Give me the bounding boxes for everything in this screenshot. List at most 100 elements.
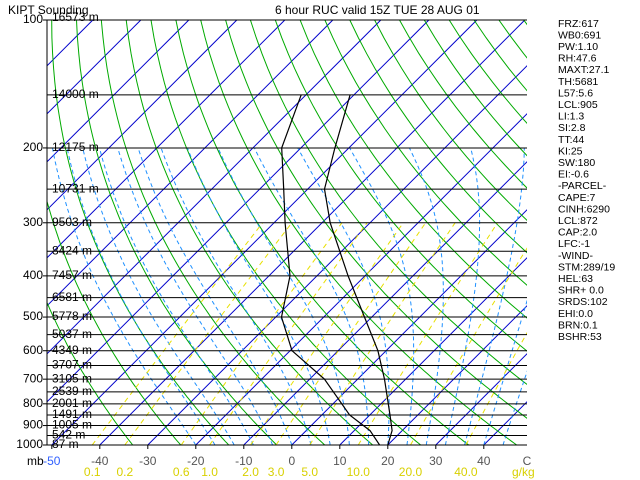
- stat-line: LCL:905: [558, 99, 598, 111]
- x-tick-label: -10: [235, 454, 253, 468]
- isotherm: [47, 20, 382, 355]
- stat-line: CAP:2.0: [558, 227, 597, 239]
- stat-line: CINH:6290: [558, 203, 610, 215]
- isotherm: [99, 20, 526, 445]
- stat-line: MAXT:27.1: [558, 64, 610, 76]
- height-label: 14000 m: [52, 87, 99, 101]
- dry-adiabat: [448, 20, 527, 125]
- mixing-ratio-line: [180, 222, 343, 445]
- stat-line: SHR+ 0.0: [558, 285, 604, 297]
- isotherm: [47, 20, 286, 259]
- x-tick-label: 10: [333, 454, 347, 468]
- height-label: 87 m: [52, 437, 79, 451]
- stat-line: TH:5681: [558, 76, 598, 88]
- stat-line: SI:2.8: [558, 122, 586, 134]
- stat-line: SW:180: [558, 157, 595, 169]
- stat-line: -PARCEL-: [558, 180, 607, 192]
- mixing-ratio-label: g/kg: [512, 465, 535, 479]
- x-tick-label: -30: [139, 454, 157, 468]
- height-label: 542 m: [52, 428, 85, 442]
- stat-line: STM:289/19: [558, 261, 615, 273]
- height-label: 2539 m: [52, 384, 92, 398]
- background-lines: [47, 20, 640, 445]
- stat-line: L57:5.6: [558, 87, 593, 99]
- dry-adiabat: [47, 199, 182, 445]
- mixing-ratio-tick-label: 40.0: [454, 465, 478, 479]
- profile-line: [323, 94, 393, 445]
- stat-line: EHI:0.0: [558, 308, 593, 320]
- stat-line: FRZ:617: [558, 18, 599, 30]
- x-tick-label: 40: [477, 454, 491, 468]
- isotherm: [147, 65, 527, 445]
- isotherm: [195, 113, 527, 445]
- height-label: 9503 m: [52, 215, 92, 229]
- stat-line: BSHR:53: [558, 331, 602, 343]
- isotherm: [339, 257, 527, 445]
- y-axis-label: mb: [27, 454, 44, 468]
- height-label: 5778 m: [52, 309, 92, 323]
- height-label: 10731 m: [52, 181, 99, 195]
- dry-adiabat: [100, 20, 326, 445]
- height-label: 3707 m: [52, 358, 92, 372]
- isotherm: [243, 161, 527, 445]
- height-label: 16573 m: [52, 10, 99, 24]
- mixing-ratio-tick-label: 10.0: [347, 465, 371, 479]
- moist-adiabat: [99, 147, 254, 445]
- x-tick-label: -20: [187, 454, 205, 468]
- isotherm: [47, 20, 190, 163]
- moist-adiabat: [349, 147, 415, 445]
- stat-line: HEL:63: [558, 273, 593, 285]
- chart-title: KIPT Sounding: [8, 3, 89, 17]
- x-tick-label: 30: [429, 454, 443, 468]
- height-label: 2001 m: [52, 396, 92, 410]
- mixing-ratio-tick-label: 5.0: [301, 465, 318, 479]
- mixing-ratio-tick-label: 0.2: [116, 465, 133, 479]
- stat-line: SRDS:102: [558, 296, 608, 308]
- mixing-ratio-tick-label: 0.6: [173, 465, 190, 479]
- isotherm: [47, 20, 430, 403]
- dry-adiabat: [598, 20, 640, 445]
- stat-line: LCL:872: [558, 215, 598, 227]
- mixing-ratio-tick-label: 2.0: [242, 465, 259, 479]
- dry-adiabat: [200, 20, 517, 445]
- moist-adiabat: [444, 147, 481, 445]
- y-tick-label: 400: [23, 268, 43, 282]
- isotherm: [47, 20, 238, 211]
- height-label: 1005 m: [52, 418, 92, 432]
- stat-line: TT:44: [558, 134, 584, 146]
- dry-adiabat: [374, 20, 527, 222]
- x-tick-label: -50: [43, 454, 61, 468]
- stat-line: EI:-0.6: [558, 169, 589, 181]
- stat-line: -WIND-: [558, 250, 593, 262]
- height-label: 5037 m: [52, 327, 92, 341]
- stat-line: PW:1.10: [558, 41, 598, 53]
- stat-line: BRN:0.1: [558, 319, 598, 331]
- stat-line: CAPE:7: [558, 192, 596, 204]
- x-tick-label: -40: [91, 454, 109, 468]
- mixing-ratio-line: [209, 222, 368, 445]
- moist-adiabat: [464, 147, 525, 445]
- y-tick-label: 700: [23, 371, 43, 385]
- stat-line: KI:25: [558, 145, 583, 157]
- y-tick-label: 800: [23, 396, 43, 410]
- profile-line: [280, 94, 381, 445]
- mixing-ratio-line: [91, 222, 263, 445]
- mixing-ratio-line: [275, 222, 427, 445]
- y-tick-label: 200: [23, 140, 43, 154]
- mixing-ratio-tick-label: 1.0: [201, 465, 218, 479]
- chart-subtitle: 6 hour RUC valid 15Z TUE 28 AUG 01: [275, 3, 480, 17]
- y-tick-label: 500: [23, 309, 43, 323]
- isotherm: [47, 20, 142, 115]
- y-tick-label: 600: [23, 343, 43, 357]
- mixing-ratio-tick-label: 0.1: [84, 465, 101, 479]
- mixing-ratio-line: [250, 222, 404, 445]
- height-label: 12175 m: [52, 140, 99, 154]
- x-axis-label: C: [523, 454, 532, 468]
- stat-line: RH:47.6: [558, 53, 597, 65]
- height-label: 1491 m: [52, 407, 92, 421]
- mixing-ratio-tick-label: 3.0: [268, 465, 285, 479]
- y-tick-label: 1000: [16, 437, 43, 451]
- isotherm: [47, 20, 334, 307]
